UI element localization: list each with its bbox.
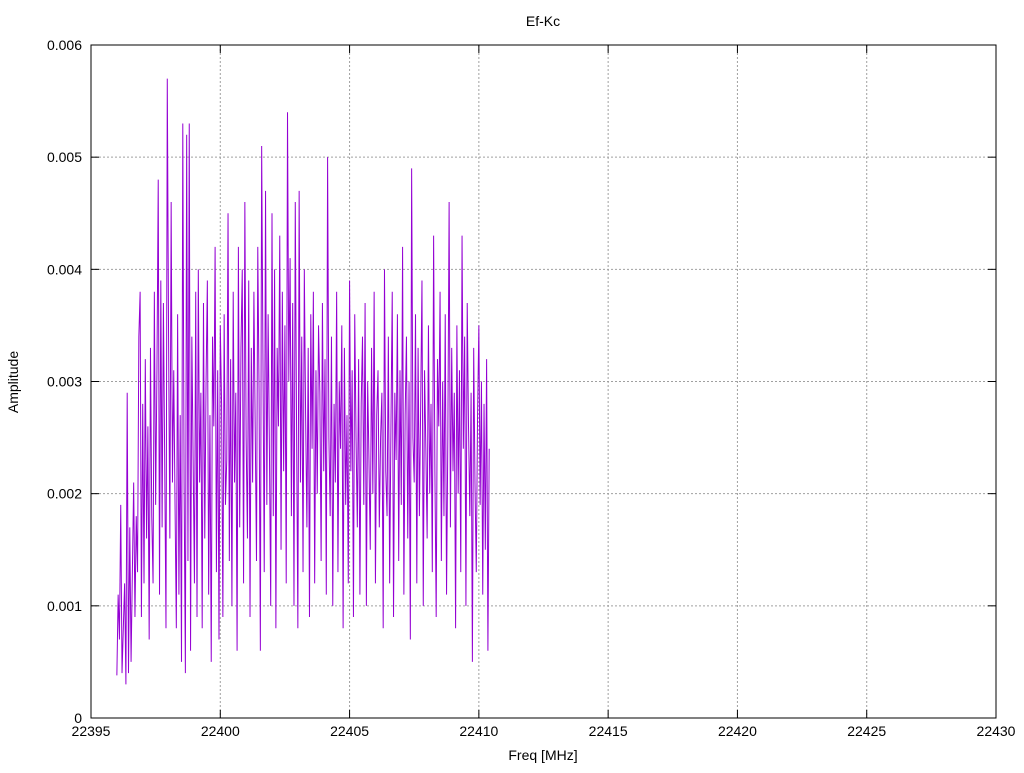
x-tick-label: 22415 (589, 723, 628, 739)
x-tick-label: 22410 (459, 723, 498, 739)
plot-area (116, 78, 490, 685)
x-tick-label: 22420 (718, 723, 757, 739)
y-tick-label: 0.004 (47, 261, 82, 277)
y-axis-tick-labels: 0 0.001 0.002 0.003 0.004 0.005 0.006 (47, 37, 82, 726)
axis-ticks (90, 44, 997, 719)
y-tick-label: 0.006 (47, 37, 82, 53)
y-tick-label: 0.001 (47, 598, 82, 614)
x-tick-label: 22400 (201, 723, 240, 739)
series-line (116, 78, 490, 685)
y-tick-label: 0.005 (47, 149, 82, 165)
y-tick-label: 0.003 (47, 374, 82, 390)
x-tick-label: 22430 (977, 723, 1016, 739)
x-tick-label: 22395 (72, 723, 111, 739)
x-axis-tick-labels: 22395 22400 22405 22410 22415 22420 22425 22430 (72, 723, 1016, 739)
y-tick-label: 0.002 (47, 486, 82, 502)
chart-title: Ef-Kc (526, 13, 560, 29)
y-tick-label: 0 (74, 710, 82, 726)
y-axis-label: Amplitude (5, 351, 21, 413)
x-tick-label: 22425 (847, 723, 886, 739)
x-tick-label: 22405 (330, 723, 369, 739)
x-axis-label: Freq [MHz] (508, 747, 577, 763)
